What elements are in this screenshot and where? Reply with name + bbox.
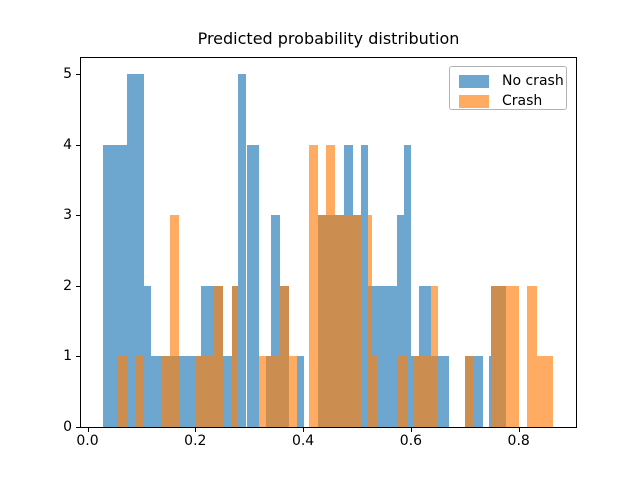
y-axis-tick	[76, 285, 80, 287]
x-axis-tick-label: 0.8	[507, 433, 530, 449]
no-crash-histogram-bar	[127, 74, 144, 427]
x-axis-tick-label: 0.6	[399, 433, 423, 449]
y-axis-tick	[76, 74, 80, 76]
crash-histogram-bar	[526, 285, 538, 427]
x-axis-tick	[87, 428, 89, 432]
no-crash-histogram-bar	[403, 144, 411, 427]
crash-histogram-bar	[491, 285, 520, 427]
crash-histogram-bar	[430, 285, 439, 427]
no-crash-histogram-bar	[246, 144, 260, 427]
y-axis-tick-label: 1	[63, 348, 72, 365]
y-axis-tick-label: 4	[63, 136, 72, 153]
plot-area	[81, 58, 576, 427]
crash-histogram-bar	[289, 356, 297, 427]
axis-spine-left	[80, 57, 81, 428]
crash-histogram-bar	[326, 144, 335, 427]
y-axis-tick	[76, 427, 80, 428]
legend: No crash Crash	[449, 66, 567, 110]
no-crash-histogram-bar	[396, 215, 404, 427]
crash-histogram-bar	[371, 356, 378, 427]
y-axis-tick-label: 2	[63, 277, 72, 294]
y-axis-tick-label: 5	[63, 66, 72, 83]
no-crash-histogram-bar	[488, 356, 492, 427]
y-axis-tick	[76, 356, 80, 358]
crash-histogram-bar	[334, 215, 361, 427]
crash-histogram-bar	[117, 356, 127, 427]
axis-spine-top	[80, 57, 577, 58]
x-axis-tick	[195, 428, 197, 432]
legend-label-crash: Crash	[502, 93, 543, 109]
no-crash-histogram-bar	[143, 285, 152, 427]
no-crash-histogram-bar	[222, 356, 232, 427]
no-crash-histogram-bar	[296, 356, 305, 427]
crash-histogram-bar	[309, 144, 318, 427]
legend-swatch-crash	[459, 94, 489, 108]
crash-histogram-bar	[169, 215, 180, 427]
y-axis-tick	[76, 144, 80, 146]
x-axis-tick	[410, 428, 412, 432]
x-axis-tick-label: 0.2	[184, 433, 207, 449]
no-crash-histogram-bar	[360, 144, 369, 427]
legend-item-no-crash: No crash	[450, 71, 566, 91]
axis-spine-bottom	[80, 427, 577, 428]
crash-histogram-bar	[537, 356, 553, 427]
x-axis-tick	[303, 428, 305, 432]
legend-label-no-crash: No crash	[502, 73, 564, 89]
x-axis-tick	[518, 428, 520, 432]
crash-histogram-bar	[214, 285, 223, 427]
crash-histogram-bar	[161, 356, 170, 427]
crash-histogram-bar	[134, 356, 144, 427]
legend-item-crash: Crash	[450, 91, 566, 111]
crash-histogram-bar	[396, 356, 409, 427]
y-axis-tick	[76, 215, 80, 217]
y-axis-tick-label: 0	[63, 419, 72, 435]
crash-histogram-bar	[464, 356, 474, 427]
crash-histogram-bar	[231, 285, 238, 427]
crash-histogram-bar	[280, 285, 290, 427]
no-crash-histogram-bar	[237, 74, 247, 427]
crash-histogram-bar	[414, 356, 431, 427]
legend-swatch-no-crash	[459, 74, 489, 88]
y-axis-tick-label: 3	[63, 207, 72, 224]
axis-spine-right	[576, 57, 577, 428]
x-axis-tick-label: 0.4	[291, 433, 315, 449]
chart-title: Predicted probability distribution	[197, 29, 460, 48]
crash-histogram-bar	[194, 356, 215, 427]
crash-histogram-bar	[368, 215, 372, 427]
crash-histogram-bar	[317, 215, 327, 427]
no-crash-histogram-bar	[271, 215, 281, 427]
crash-histogram-bar	[259, 356, 281, 427]
x-axis-tick-label: 0.0	[76, 433, 99, 449]
